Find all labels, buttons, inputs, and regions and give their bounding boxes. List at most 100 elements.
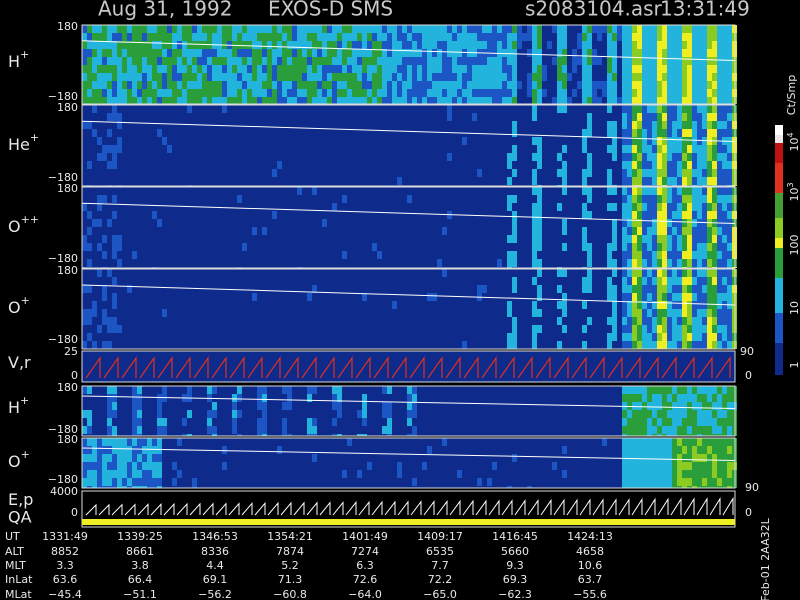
cell (227, 113, 232, 121)
cell (267, 177, 272, 185)
cell (197, 65, 202, 73)
cell (662, 25, 667, 33)
cell (477, 129, 482, 137)
cell (152, 309, 157, 317)
cell (307, 121, 312, 129)
cell (107, 169, 112, 177)
cell (377, 243, 382, 251)
cell (627, 153, 632, 161)
cell (217, 153, 222, 161)
cell (392, 145, 397, 153)
cell (122, 161, 127, 169)
cell (627, 235, 632, 243)
cell (287, 195, 292, 203)
cell (452, 89, 457, 97)
cell (227, 145, 232, 153)
cell (337, 277, 342, 285)
cell (667, 227, 672, 235)
cell (652, 235, 657, 243)
cell (687, 293, 692, 301)
cell (352, 235, 357, 243)
cell (342, 285, 347, 293)
cell (637, 177, 642, 185)
cell (627, 33, 632, 41)
cell (532, 113, 537, 121)
cell (447, 137, 452, 145)
cell (452, 65, 457, 73)
cell (447, 219, 452, 227)
cell (137, 65, 142, 73)
cell (657, 187, 662, 195)
cell (257, 177, 262, 185)
cell (692, 161, 697, 169)
cell (247, 121, 252, 129)
cell (672, 41, 677, 49)
cell (637, 161, 642, 169)
cell (227, 309, 232, 317)
cell (157, 169, 162, 177)
cell (97, 153, 102, 161)
cell (592, 259, 597, 267)
cell (432, 243, 437, 251)
cell (147, 81, 152, 89)
cell (717, 113, 722, 121)
cell (227, 169, 232, 177)
cell (397, 137, 402, 145)
cell (122, 97, 127, 104)
cell (252, 33, 257, 41)
cell (692, 121, 697, 129)
cell (182, 219, 187, 227)
cell (557, 73, 562, 81)
cell (522, 81, 527, 89)
cell (607, 285, 612, 293)
cell (312, 277, 317, 285)
cell (532, 309, 537, 317)
cell (727, 177, 732, 185)
cell (112, 187, 117, 195)
cell (162, 169, 167, 177)
cell (502, 251, 507, 259)
cell (207, 219, 212, 227)
cell (157, 153, 162, 161)
cell (212, 187, 217, 195)
cell (662, 89, 667, 97)
cell (502, 293, 507, 301)
cell (632, 235, 637, 243)
cell (632, 105, 637, 113)
cell (602, 203, 607, 211)
cell (517, 65, 522, 73)
cell (307, 49, 312, 57)
cell (187, 235, 192, 243)
cell (122, 203, 127, 211)
cell (707, 293, 712, 301)
cell (307, 153, 312, 161)
cell (467, 235, 472, 243)
cell (247, 177, 252, 185)
cell (312, 49, 317, 57)
cell (172, 203, 177, 211)
cell (422, 259, 427, 267)
cell (662, 269, 667, 277)
cell (317, 285, 322, 293)
cell (362, 293, 367, 301)
cell (437, 227, 442, 235)
cell (207, 105, 212, 113)
cell (402, 259, 407, 267)
cell (577, 121, 582, 129)
cell (327, 177, 332, 185)
cell (482, 277, 487, 285)
cell (87, 203, 92, 211)
cell (172, 105, 177, 113)
cell (192, 277, 197, 285)
cell (567, 137, 572, 145)
cell (362, 73, 367, 81)
cell (597, 49, 602, 57)
cell (582, 251, 587, 259)
cell (82, 41, 87, 49)
cell (247, 293, 252, 301)
cell (482, 113, 487, 121)
cell (547, 161, 552, 169)
cell (557, 269, 562, 277)
cell (397, 97, 402, 104)
cell (357, 65, 362, 73)
